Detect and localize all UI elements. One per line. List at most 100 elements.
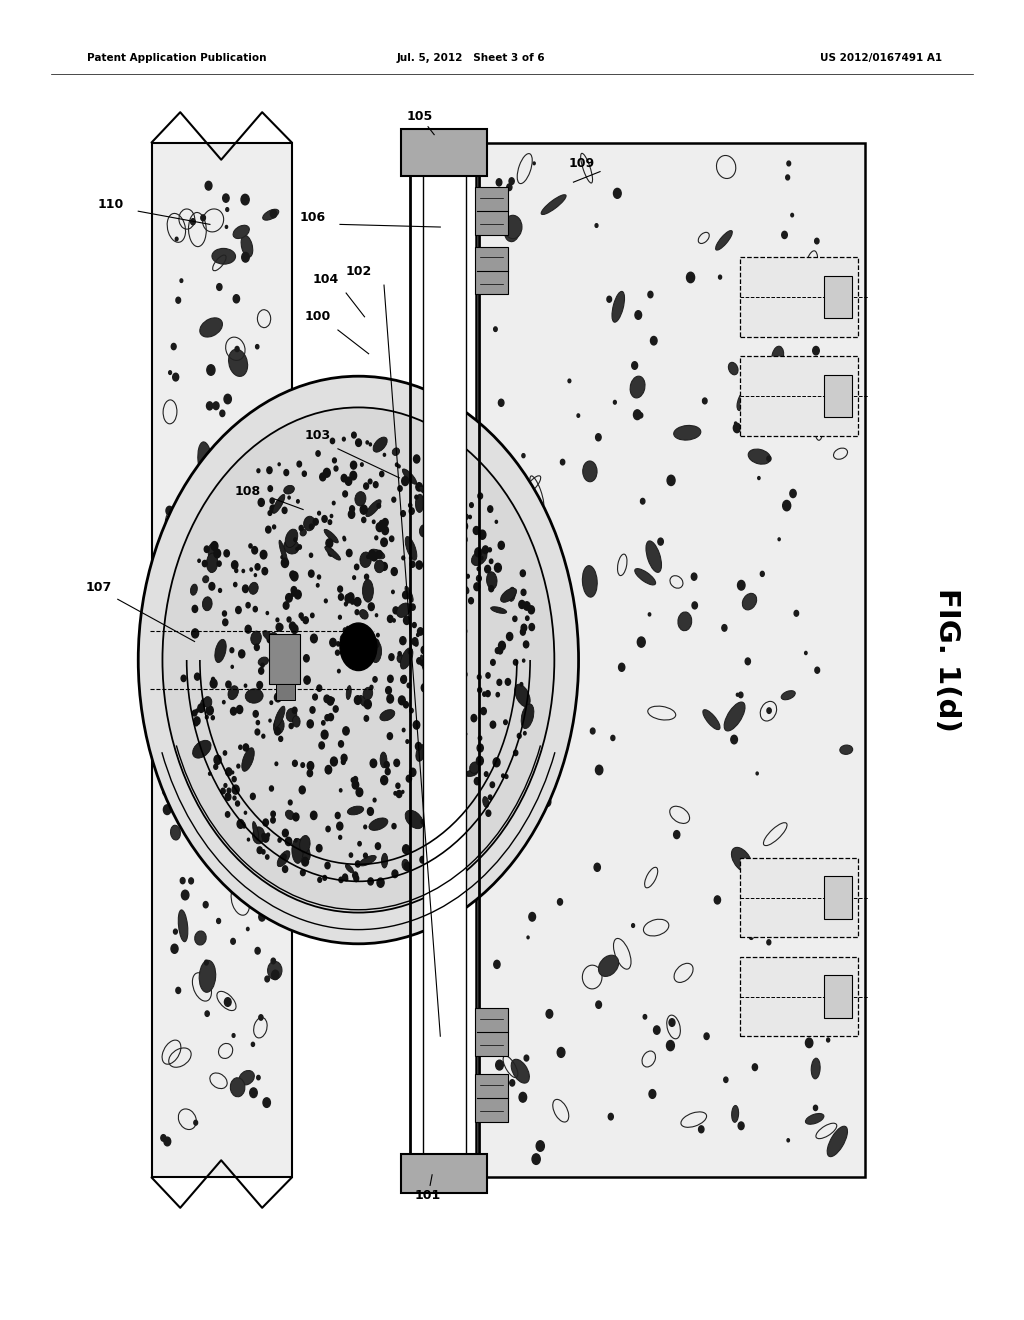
Circle shape xyxy=(421,820,424,824)
Circle shape xyxy=(228,711,233,718)
Ellipse shape xyxy=(827,1126,848,1156)
Circle shape xyxy=(279,624,283,630)
Circle shape xyxy=(339,615,341,619)
Circle shape xyxy=(222,619,228,626)
Circle shape xyxy=(328,520,332,524)
Ellipse shape xyxy=(427,579,437,591)
Circle shape xyxy=(225,226,227,228)
Circle shape xyxy=(263,1098,270,1107)
Ellipse shape xyxy=(362,579,374,602)
Circle shape xyxy=(236,801,240,807)
Circle shape xyxy=(333,458,336,463)
Circle shape xyxy=(345,594,352,603)
Ellipse shape xyxy=(432,668,440,678)
Circle shape xyxy=(240,734,246,742)
Circle shape xyxy=(322,721,325,725)
Bar xyxy=(476,143,865,1177)
Circle shape xyxy=(342,437,345,441)
Circle shape xyxy=(737,581,745,590)
Ellipse shape xyxy=(263,631,273,640)
Circle shape xyxy=(373,520,375,524)
Circle shape xyxy=(301,763,304,767)
Circle shape xyxy=(382,519,388,527)
Ellipse shape xyxy=(508,587,515,602)
Circle shape xyxy=(302,857,308,866)
Circle shape xyxy=(220,411,225,417)
Circle shape xyxy=(173,929,177,935)
Circle shape xyxy=(279,737,283,742)
Circle shape xyxy=(241,194,249,205)
Circle shape xyxy=(415,495,418,499)
Circle shape xyxy=(343,628,347,632)
Circle shape xyxy=(262,834,269,842)
Circle shape xyxy=(324,469,331,478)
Ellipse shape xyxy=(406,810,423,829)
Ellipse shape xyxy=(286,810,294,820)
Circle shape xyxy=(488,548,492,552)
Circle shape xyxy=(761,572,764,577)
Circle shape xyxy=(258,499,264,507)
Circle shape xyxy=(806,1038,813,1048)
Circle shape xyxy=(269,719,271,722)
Circle shape xyxy=(525,616,529,620)
Circle shape xyxy=(261,663,264,668)
Circle shape xyxy=(231,771,233,774)
Circle shape xyxy=(764,882,772,892)
Circle shape xyxy=(282,854,286,859)
Ellipse shape xyxy=(373,437,387,453)
Ellipse shape xyxy=(351,643,361,655)
Circle shape xyxy=(486,673,490,678)
Circle shape xyxy=(441,595,446,602)
Circle shape xyxy=(475,548,481,557)
Circle shape xyxy=(351,432,356,438)
Circle shape xyxy=(767,708,771,713)
Circle shape xyxy=(634,409,641,420)
Circle shape xyxy=(227,788,230,793)
Circle shape xyxy=(328,549,334,556)
Circle shape xyxy=(266,611,268,615)
Ellipse shape xyxy=(583,461,597,482)
Circle shape xyxy=(354,875,358,882)
Circle shape xyxy=(416,742,422,750)
Circle shape xyxy=(532,1154,541,1164)
Circle shape xyxy=(267,636,272,643)
Circle shape xyxy=(262,850,265,854)
Circle shape xyxy=(193,710,197,715)
Circle shape xyxy=(447,479,451,483)
Ellipse shape xyxy=(193,741,211,758)
Circle shape xyxy=(425,598,430,606)
Circle shape xyxy=(546,1010,553,1018)
Circle shape xyxy=(180,878,185,883)
Circle shape xyxy=(484,565,490,573)
Circle shape xyxy=(213,746,219,754)
Text: 102: 102 xyxy=(345,265,372,279)
Circle shape xyxy=(815,239,819,244)
Circle shape xyxy=(339,594,343,601)
Ellipse shape xyxy=(272,495,285,513)
Circle shape xyxy=(495,564,502,572)
Ellipse shape xyxy=(286,709,297,722)
Circle shape xyxy=(477,744,483,752)
Text: 103: 103 xyxy=(304,429,331,442)
Circle shape xyxy=(211,715,214,719)
Ellipse shape xyxy=(428,727,435,737)
Circle shape xyxy=(243,824,246,828)
Circle shape xyxy=(527,936,529,939)
Circle shape xyxy=(377,634,379,636)
Circle shape xyxy=(404,862,411,871)
Text: 100: 100 xyxy=(304,310,331,323)
Circle shape xyxy=(355,598,360,606)
Circle shape xyxy=(274,727,281,735)
Circle shape xyxy=(428,499,433,507)
Circle shape xyxy=(293,760,297,767)
Circle shape xyxy=(446,577,452,582)
Circle shape xyxy=(773,282,777,286)
Circle shape xyxy=(485,690,490,697)
Circle shape xyxy=(403,616,410,624)
Circle shape xyxy=(557,1048,565,1057)
Circle shape xyxy=(414,455,420,463)
Circle shape xyxy=(505,775,508,779)
Circle shape xyxy=(262,734,265,738)
Ellipse shape xyxy=(206,461,217,474)
Circle shape xyxy=(524,1055,528,1061)
